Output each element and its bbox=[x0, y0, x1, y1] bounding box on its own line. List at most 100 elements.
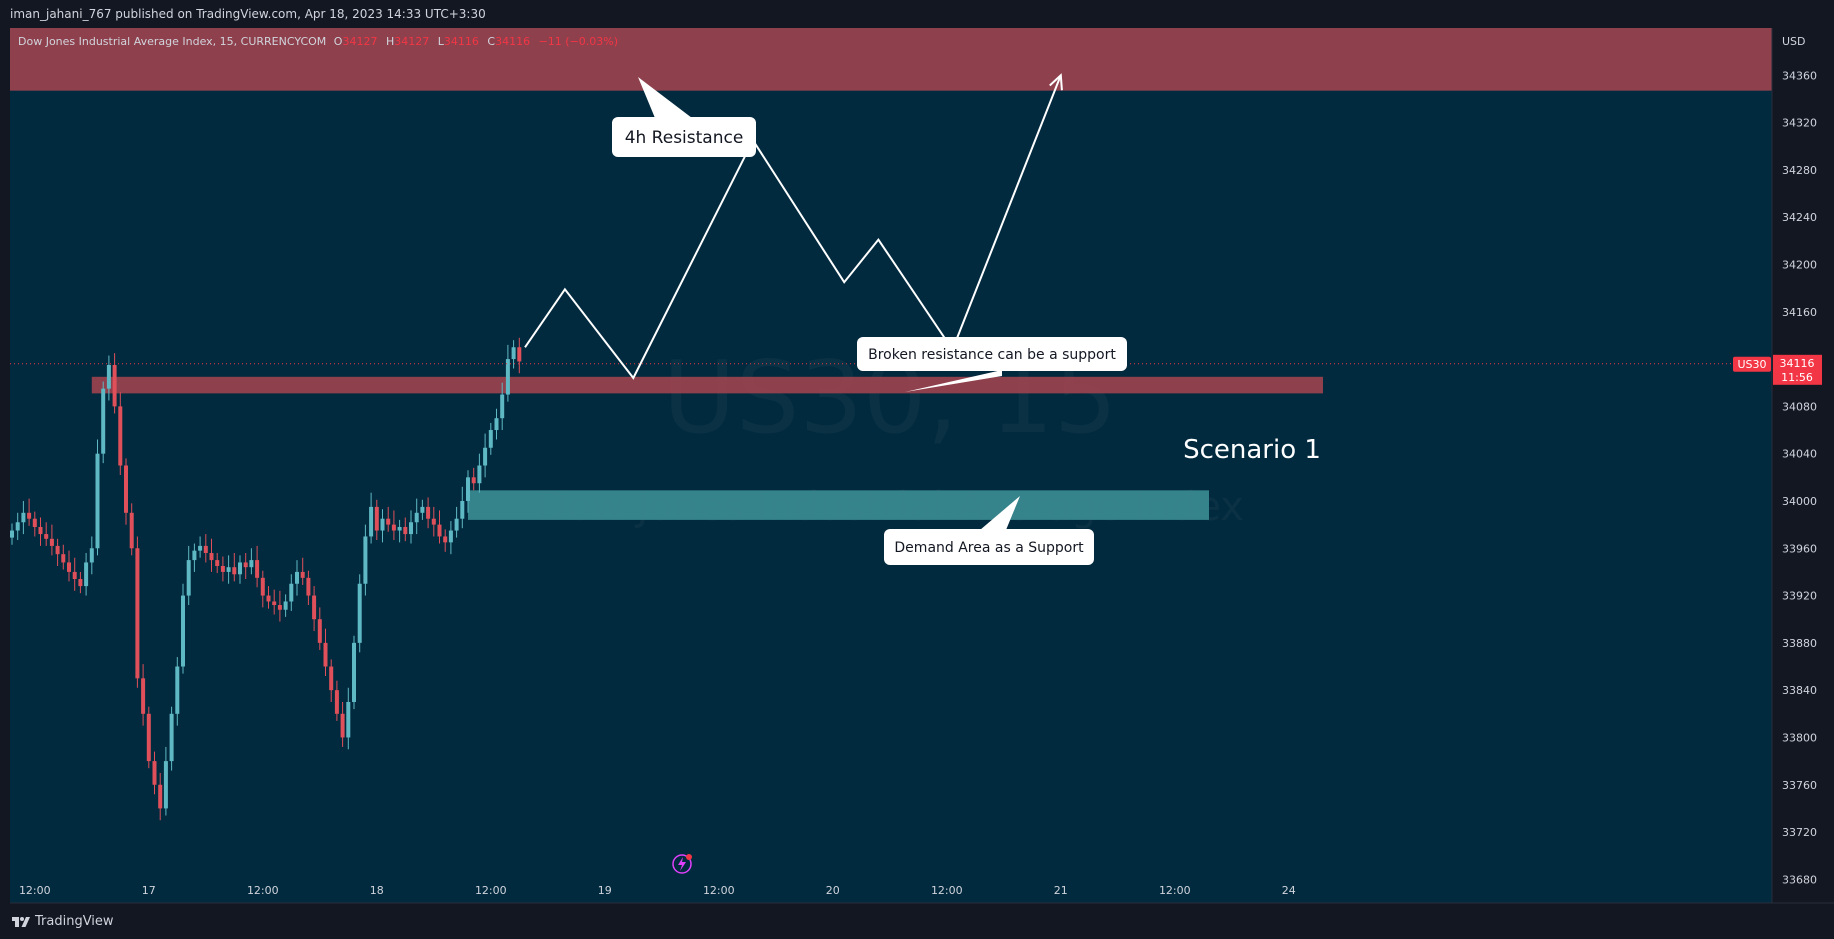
legend-change: −11 (−0.03%) bbox=[539, 35, 618, 48]
scenario-label: Scenario 1 bbox=[1183, 435, 1321, 465]
legend-low: 34116 bbox=[444, 35, 479, 48]
candle bbox=[363, 524, 368, 596]
candle bbox=[420, 499, 425, 520]
projection-arrow-head bbox=[1049, 73, 1063, 91]
tradingview-logo-icon bbox=[12, 916, 30, 927]
candle bbox=[391, 510, 396, 540]
footer: TradingView bbox=[0, 904, 1834, 939]
candle bbox=[72, 557, 77, 591]
x-tick-label: 18 bbox=[370, 884, 384, 897]
candle bbox=[374, 499, 379, 540]
candle bbox=[101, 381, 106, 464]
candle bbox=[21, 500, 26, 535]
y-tick-label: 33680 bbox=[1782, 873, 1817, 886]
candle bbox=[118, 392, 123, 475]
candle bbox=[15, 512, 20, 540]
candle bbox=[517, 337, 522, 374]
y-tick-label: 34240 bbox=[1782, 211, 1817, 224]
resistance-callout-box bbox=[612, 117, 756, 157]
last-price-tag: US30 34116 11:56 bbox=[1733, 354, 1822, 385]
tradingview-brand[interactable]: TradingView bbox=[12, 914, 114, 929]
x-tick-label: 12:00 bbox=[703, 884, 735, 897]
candle bbox=[306, 570, 311, 606]
zone-resistance-4h[interactable] bbox=[10, 28, 1772, 91]
candle bbox=[112, 353, 117, 414]
candle bbox=[369, 492, 374, 544]
candle bbox=[500, 382, 505, 431]
candle bbox=[49, 524, 54, 556]
candle bbox=[44, 522, 49, 546]
legend-open: 34127 bbox=[342, 35, 377, 48]
x-tick-label: 12:00 bbox=[475, 884, 507, 897]
legend-close-label: C bbox=[487, 35, 495, 48]
candle bbox=[477, 453, 482, 493]
candle bbox=[169, 706, 174, 771]
legend-open-label: O bbox=[334, 35, 343, 48]
candle bbox=[232, 553, 237, 582]
candle bbox=[55, 538, 60, 567]
symbol-legend[interactable]: Dow Jones Industrial Average Index, 15, … bbox=[18, 35, 618, 48]
zone-demand-area[interactable] bbox=[468, 490, 1209, 520]
candle bbox=[255, 545, 260, 588]
candle bbox=[95, 439, 100, 556]
candle bbox=[163, 746, 168, 816]
time-axis[interactable]: 12:00 17 12:00 18 12:00 19 12:00 20 12:00 21 12:00… bbox=[10, 884, 1834, 904]
x-tick-label: 20 bbox=[826, 884, 840, 897]
symbol-tag bbox=[1733, 356, 1771, 372]
candle bbox=[397, 519, 402, 543]
candle bbox=[312, 586, 317, 632]
candle bbox=[317, 607, 322, 650]
candle bbox=[198, 536, 203, 558]
candle bbox=[483, 433, 488, 478]
candle bbox=[209, 538, 214, 572]
candle bbox=[266, 586, 271, 609]
candle bbox=[220, 556, 225, 582]
candle bbox=[334, 680, 339, 721]
support-callout-text: Broken resistance can be a support bbox=[868, 347, 1116, 363]
candle bbox=[409, 510, 413, 544]
candle bbox=[78, 571, 83, 594]
candle bbox=[175, 657, 180, 726]
candle bbox=[141, 664, 146, 726]
candle bbox=[488, 422, 493, 455]
x-tick-label: 12:00 bbox=[931, 884, 963, 897]
projected-path[interactable] bbox=[524, 74, 1062, 380]
support-callout-box bbox=[857, 337, 1127, 371]
candle bbox=[192, 543, 197, 572]
candle bbox=[454, 506, 459, 538]
legend-title: Dow Jones Industrial Average Index, 15, … bbox=[18, 35, 326, 48]
candle bbox=[272, 589, 277, 615]
candle bbox=[466, 470, 470, 513]
resistance-callout-text: 4h Resistance bbox=[625, 128, 744, 148]
resistance-callout[interactable]: 4h Resistance bbox=[612, 77, 756, 157]
candle bbox=[386, 506, 391, 532]
candle bbox=[289, 574, 294, 611]
candle bbox=[460, 486, 465, 529]
demand-callout-pointer bbox=[980, 496, 1020, 530]
chart-background bbox=[10, 28, 1772, 903]
candle bbox=[152, 751, 157, 795]
lightning-button[interactable] bbox=[672, 854, 692, 874]
demand-callout[interactable]: Demand Area as a Support bbox=[884, 496, 1094, 565]
support-callout[interactable]: Broken resistance can be a support bbox=[857, 337, 1127, 392]
y-tick-label: 34360 bbox=[1782, 69, 1817, 82]
candle bbox=[505, 344, 510, 402]
x-tick-label: 12:00 bbox=[19, 884, 51, 897]
candle bbox=[146, 706, 151, 769]
y-tick-label: 34040 bbox=[1782, 448, 1817, 461]
candle bbox=[215, 553, 220, 574]
legend-high-label: H bbox=[386, 35, 394, 48]
x-tick-label: 19 bbox=[598, 884, 612, 897]
y-tick-label: 34200 bbox=[1782, 258, 1817, 271]
candle bbox=[403, 517, 408, 542]
zone-broken-resistance[interactable] bbox=[91, 376, 1323, 394]
candle bbox=[243, 553, 248, 580]
demand-callout-box bbox=[884, 529, 1094, 565]
candle bbox=[511, 340, 516, 369]
price-axis[interactable]: USD 34360 34320 34280 34240 34200 34160 34080 3… bbox=[1771, 28, 1817, 903]
notification-dot bbox=[686, 854, 692, 860]
candle bbox=[431, 506, 436, 537]
candle bbox=[352, 635, 356, 710]
price-tag-value: 34116 bbox=[1780, 357, 1815, 370]
